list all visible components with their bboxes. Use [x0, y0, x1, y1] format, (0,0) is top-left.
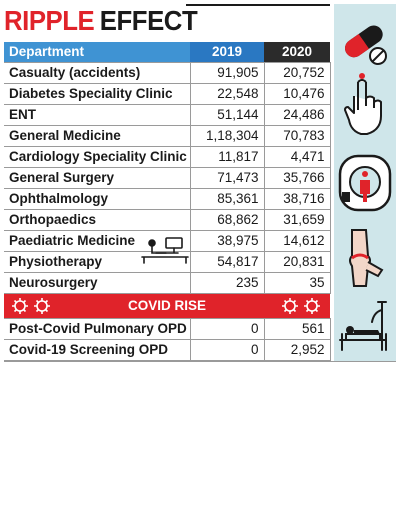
- table-row: Orthopaedics 68,862 31,659: [4, 209, 331, 231]
- finger-icon: [338, 72, 392, 135]
- covid-banner: COVID RISE: [4, 293, 330, 319]
- cell-department: Post-Covid Pulmonary OPD: [4, 318, 190, 340]
- cell-2020: 10,476: [263, 83, 331, 105]
- table-header-row: Department 2019 2020: [4, 42, 330, 63]
- cell-2019: 0: [189, 318, 264, 340]
- table-row: Covid-19 Screening OPD 0 2,952: [4, 339, 331, 361]
- cell-department: Cardiology Speciality Clinic: [4, 146, 190, 168]
- title-rule: [186, 4, 330, 6]
- table-row: Paediatric Medicine 38,975 14,612: [4, 230, 331, 252]
- cell-2020: 20,752: [263, 62, 331, 84]
- cell-2019: 22,548: [189, 83, 264, 105]
- covid-banner-row: COVID RISE: [4, 293, 330, 319]
- cell-2019: 54,817: [189, 251, 264, 273]
- cell-2019: 85,361: [189, 188, 264, 210]
- title-part-dark: EFFECT: [99, 5, 198, 36]
- cell-2020: 38,716: [263, 188, 331, 210]
- cell-department: Orthopaedics: [4, 209, 190, 231]
- cell-2019: 71,473: [189, 167, 264, 189]
- cell-department: Diabetes Speciality Clinic: [4, 83, 190, 105]
- icon-sidebar: [334, 4, 396, 362]
- header-department: Department: [4, 42, 190, 63]
- cell-department: Paediatric Medicine: [4, 230, 190, 252]
- covid-banner-label: COVID RISE: [127, 298, 206, 313]
- table-row: Cardiology Speciality Clinic 11,817 4,471: [4, 146, 331, 168]
- cell-2020: 35: [263, 272, 331, 294]
- table-row: ENT 51,144 24,486: [4, 104, 331, 126]
- virus-icon: [10, 296, 54, 318]
- cell-2020: 70,783: [263, 125, 331, 147]
- table-row: General Medicine 1,18,304 70,783: [4, 125, 331, 147]
- cell-2019: 1,18,304: [189, 125, 264, 147]
- virus-icon: [280, 296, 324, 318]
- knee-joint-icon: [338, 228, 392, 287]
- cell-2019: 235: [189, 272, 264, 294]
- table-row: Post-Covid Pulmonary OPD 0 561: [4, 318, 331, 340]
- ripple-effect-graphic: RIPPLE EFFECT Department 2019 2020 Casual…: [4, 4, 396, 362]
- table-row: Neurosurgery 235 35: [4, 272, 331, 294]
- table-row: Diabetes Speciality Clinic 22,548 10,476: [4, 83, 331, 105]
- department-table: Department 2019 2020 Casualty (accidents…: [4, 42, 331, 361]
- pills-icon: [338, 16, 392, 70]
- cell-department: Neurosurgery: [4, 272, 190, 294]
- hospital-bed-icon: [338, 300, 392, 354]
- cell-department: ENT: [4, 104, 190, 126]
- cell-2020: 24,486: [263, 104, 331, 126]
- table-row: Casualty (accidents) 91,905 20,752: [4, 62, 331, 84]
- table-row: Ophthalmology 85,361 38,716: [4, 188, 331, 210]
- cell-2020: 31,659: [263, 209, 331, 231]
- cell-2019: 91,905: [189, 62, 264, 84]
- title-part-red: RIPPLE: [4, 5, 95, 36]
- cell-2019: 68,862: [189, 209, 264, 231]
- cell-department: Covid-19 Screening OPD: [4, 339, 190, 361]
- header-2020: 2020: [264, 42, 330, 63]
- cell-2020: 4,471: [263, 146, 331, 168]
- cell-department: General Surgery: [4, 167, 190, 189]
- cell-2020: 14,612: [263, 230, 331, 252]
- cell-2020: 20,831: [263, 251, 331, 273]
- physiotherapy-icon: [136, 236, 192, 266]
- mri-scanner-icon: [338, 154, 392, 212]
- cell-2019: 38,975: [189, 230, 264, 252]
- cell-2019: 11,817: [189, 146, 264, 168]
- cell-2020: 2,952: [263, 339, 331, 361]
- header-2019: 2019: [190, 42, 264, 63]
- cell-2019: 0: [189, 339, 264, 361]
- cell-2020: 35,766: [263, 167, 331, 189]
- cell-department: General Medicine: [4, 125, 190, 147]
- table-row: General Surgery 71,473 35,766: [4, 167, 331, 189]
- page-title: RIPPLE EFFECT: [4, 4, 198, 38]
- cell-department: Ophthalmology: [4, 188, 190, 210]
- cell-2019: 51,144: [189, 104, 264, 126]
- bottom-rule: [4, 361, 396, 362]
- cell-2020: 561: [263, 318, 331, 340]
- cell-department: Casualty (accidents): [4, 62, 190, 84]
